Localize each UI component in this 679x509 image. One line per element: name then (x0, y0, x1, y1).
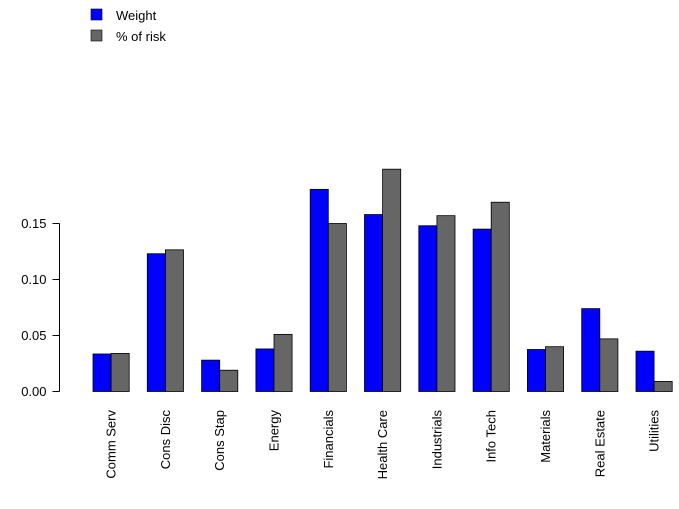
bar-risk (545, 346, 565, 392)
x-axis-labels: Comm Serv Cons Disc Cons Stap Energy Financi… (104, 410, 662, 480)
x-tick-label: Utilities (647, 410, 662, 452)
x-tick-label: Comm Serv (104, 410, 119, 479)
y-tick-label: 0.05 (21, 328, 46, 343)
bar-risk (327, 223, 347, 392)
bar-risk (382, 168, 402, 392)
bar-weight (527, 349, 546, 392)
y-tick-label: 0.15 (21, 216, 46, 231)
bar-risk (490, 201, 510, 392)
bar-weight (581, 308, 601, 392)
x-tick-label: Materials (538, 410, 553, 463)
bar-weight (364, 214, 384, 392)
bar-risk (164, 249, 184, 392)
x-tick-label: Cons Stap (212, 410, 227, 471)
legend-swatch-risk (90, 29, 103, 42)
bar-weight (146, 253, 166, 392)
x-tick-label: Real Estate (592, 410, 607, 477)
y-tick-label: 0.10 (21, 272, 46, 287)
bar-risk (219, 369, 239, 392)
bar-weight (418, 225, 438, 392)
x-tick-label: Cons Disc (158, 410, 173, 470)
x-tick-label: Health Care (375, 410, 390, 479)
x-tick-label: Info Tech (484, 410, 499, 463)
x-tick-label: Financials (321, 410, 336, 469)
bars (92, 168, 673, 392)
bar-risk (436, 215, 456, 392)
bar-weight (635, 350, 655, 392)
bar-weight (92, 353, 112, 392)
bar-risk (653, 381, 673, 392)
legend-label-risk: % of risk (116, 29, 166, 44)
bar-weight (201, 359, 221, 392)
legend: Weight % of risk (90, 8, 166, 44)
y-axis: 0.00 0.05 0.10 0.15 (21, 216, 60, 399)
y-tick-label: 0.00 (21, 384, 46, 399)
x-tick-label: Energy (267, 410, 282, 452)
x-tick-label: Industrials (429, 410, 444, 470)
bar-risk (599, 338, 619, 392)
bar-weight (309, 188, 329, 392)
bar-weight (255, 348, 275, 392)
bar-risk (273, 333, 293, 392)
bar-risk (110, 353, 130, 392)
legend-swatch-weight (90, 8, 103, 21)
bar-weight (472, 228, 492, 392)
legend-label-weight: Weight (116, 8, 157, 23)
